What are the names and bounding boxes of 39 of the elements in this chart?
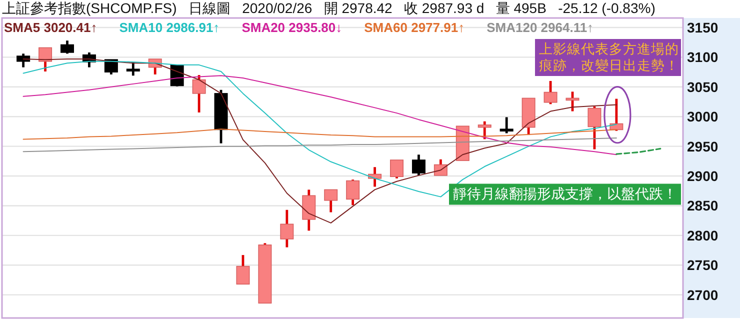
candlestick [346,178,360,206]
candlestick [434,158,448,177]
candlestick [412,153,426,177]
candlestick [192,74,206,114]
candlestick [126,60,140,77]
candlestick [544,80,558,106]
y-tick-label: 2800 [687,227,718,244]
candlestick [302,188,316,232]
chart-title: 上証參考指數(SHCOMP.FS) 日線圖 2020/02/26 開 2978.42 收 2987.93 d 量 495B -25.12 (-0.83%) [2,0,656,16]
candlestick [566,90,580,112]
annotation: 靜待月線翻揚形成支撐，以盤代跌！ [453,186,677,202]
y-tick-label: 2700 [687,286,718,303]
series-label: SMA5 3020.41↑ [4,20,98,35]
line-series [22,138,617,152]
candlestick [500,116,514,134]
candlestick [38,46,52,73]
line-series [22,75,617,156]
text: SMA120 2964.11↑ [486,20,594,35]
text: SMA10 2986.91↑ [119,20,220,35]
y-tick-label: 3100 [687,49,718,66]
y-tick-label: 2750 [687,257,718,274]
y-tick-label: 2900 [687,168,718,184]
candlestick [104,58,118,76]
candlestick [324,188,338,214]
candlestick [478,120,492,140]
candlestick [588,105,602,150]
y-tick-label: 3000 [687,108,718,125]
text: SMA60 2977.91↑ [364,20,465,35]
y-tick-label: 3150 [687,20,718,36]
candlestick [60,39,74,55]
text: SMA20 2935.80↓ [242,20,342,35]
candlestick [390,158,404,180]
y-tick-label: 3050 [687,78,718,95]
y-tick-label: 2850 [687,198,718,214]
candlestick [236,254,250,286]
candlestick [16,52,30,69]
y-tick-label: 2950 [687,138,718,154]
annotation: 上影線代表多方進場的痕跡，改變日出走勢！ [539,42,679,73]
candlestick [280,208,294,249]
